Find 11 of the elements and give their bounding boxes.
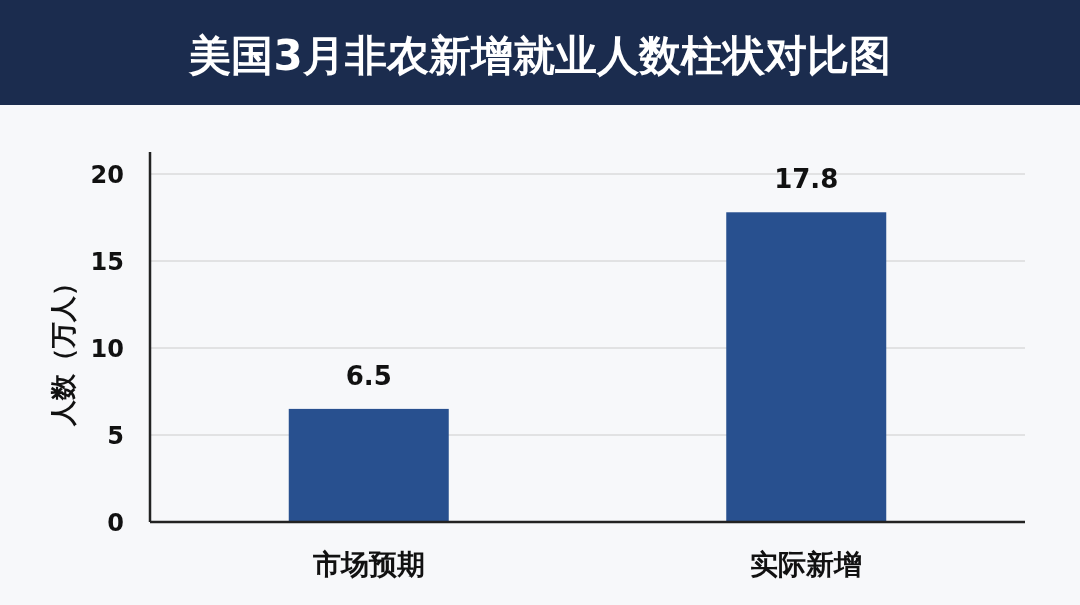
y-tick-label: 10 bbox=[90, 335, 124, 363]
y-tick-label: 15 bbox=[90, 248, 124, 276]
y-tick-label: 0 bbox=[107, 509, 124, 537]
chart-title: 美国3月非农新增就业人数柱状对比图 bbox=[188, 31, 891, 80]
data-label: 6.5 bbox=[345, 360, 392, 391]
y-tick-label: 20 bbox=[90, 161, 124, 189]
y-tick-label: 5 bbox=[107, 422, 124, 450]
x-tick-label: 实际新增 bbox=[750, 548, 863, 581]
data-label: 17.8 bbox=[774, 164, 839, 195]
y-axis-title: 人数（万人） bbox=[48, 270, 78, 427]
x-tick-label: 市场预期 bbox=[311, 548, 425, 581]
